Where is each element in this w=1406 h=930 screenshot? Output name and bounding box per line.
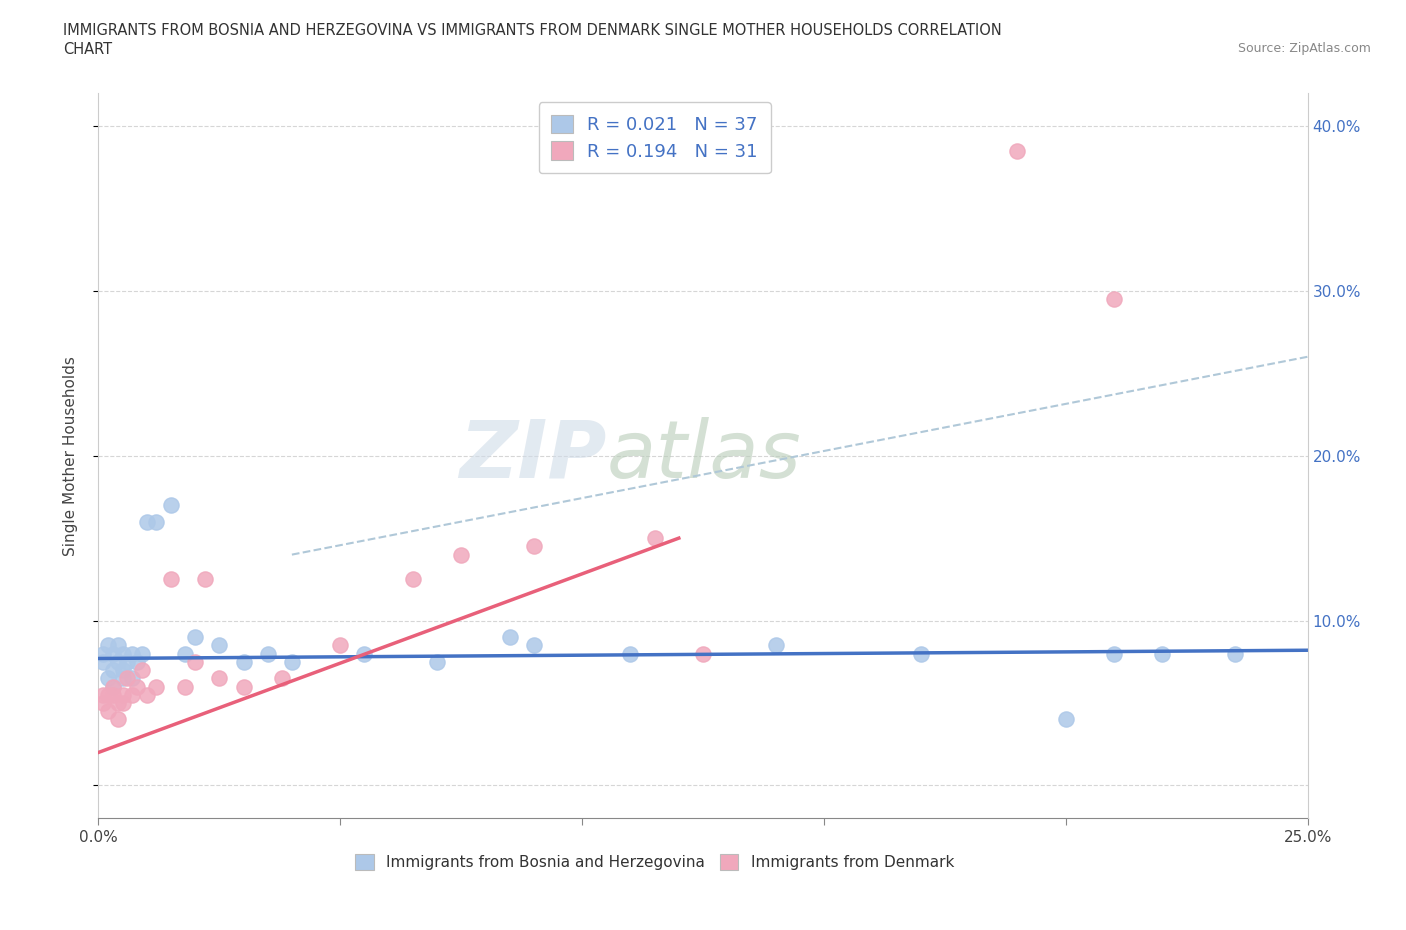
Point xyxy=(160,498,183,512)
Text: IMMIGRANTS FROM BOSNIA AND HERZEGOVINA VS IMMIGRANTS FROM DENMARK SINGLE MOTHER : IMMIGRANTS FROM BOSNIA AND HERZEGOVINA V… xyxy=(63,23,1002,38)
Point xyxy=(1054,712,1077,727)
Point xyxy=(232,655,254,670)
Point xyxy=(97,671,120,685)
Point xyxy=(107,696,129,711)
Point xyxy=(281,655,304,670)
Point xyxy=(101,646,124,661)
Legend: Immigrants from Bosnia and Herzegovina, Immigrants from Denmark: Immigrants from Bosnia and Herzegovina, … xyxy=(349,848,960,876)
Point xyxy=(1007,143,1029,158)
Point xyxy=(426,655,449,670)
Text: Source: ZipAtlas.com: Source: ZipAtlas.com xyxy=(1237,42,1371,55)
Point xyxy=(644,531,666,546)
Point xyxy=(121,687,143,702)
Point xyxy=(117,671,139,685)
Point xyxy=(101,679,124,694)
Point xyxy=(256,646,278,661)
Point xyxy=(101,662,124,677)
Point xyxy=(184,655,207,670)
Point xyxy=(208,671,231,685)
Point xyxy=(232,679,254,694)
Point xyxy=(111,696,134,711)
Point xyxy=(111,671,134,685)
Point xyxy=(101,679,124,694)
Point xyxy=(107,712,129,727)
Point xyxy=(523,539,546,554)
Text: ZIP: ZIP xyxy=(458,417,606,495)
Point xyxy=(765,638,787,653)
Point xyxy=(160,572,183,587)
Text: CHART: CHART xyxy=(63,42,112,57)
Point xyxy=(1223,646,1246,661)
Point xyxy=(97,704,120,719)
Point xyxy=(1152,646,1174,661)
Point xyxy=(174,646,197,661)
Point xyxy=(111,646,134,661)
Point xyxy=(117,655,139,670)
Point xyxy=(91,646,114,661)
Point xyxy=(91,655,114,670)
Point xyxy=(692,646,714,661)
Point xyxy=(135,687,157,702)
Point xyxy=(145,679,167,694)
Point xyxy=(121,671,143,685)
Point xyxy=(184,630,207,644)
Point xyxy=(910,646,932,661)
Y-axis label: Single Mother Households: Single Mother Households xyxy=(63,356,77,555)
Point xyxy=(91,696,114,711)
Point xyxy=(135,514,157,529)
Point xyxy=(1102,292,1125,307)
Point xyxy=(523,638,546,653)
Point xyxy=(101,687,124,702)
Point xyxy=(145,514,167,529)
Point xyxy=(271,671,294,685)
Point xyxy=(1102,646,1125,661)
Point xyxy=(498,630,520,644)
Point xyxy=(619,646,641,661)
Point xyxy=(450,547,472,562)
Text: atlas: atlas xyxy=(606,417,801,495)
Point xyxy=(194,572,217,587)
Point xyxy=(131,646,153,661)
Point xyxy=(111,687,134,702)
Point xyxy=(127,679,149,694)
Point xyxy=(91,687,114,702)
Point xyxy=(329,638,352,653)
Point xyxy=(208,638,231,653)
Point xyxy=(97,687,120,702)
Point xyxy=(111,662,134,677)
Point xyxy=(127,655,149,670)
Point xyxy=(353,646,375,661)
Point xyxy=(402,572,425,587)
Point xyxy=(121,646,143,661)
Point xyxy=(107,655,129,670)
Point xyxy=(131,662,153,677)
Point xyxy=(174,679,197,694)
Point xyxy=(107,638,129,653)
Point xyxy=(97,638,120,653)
